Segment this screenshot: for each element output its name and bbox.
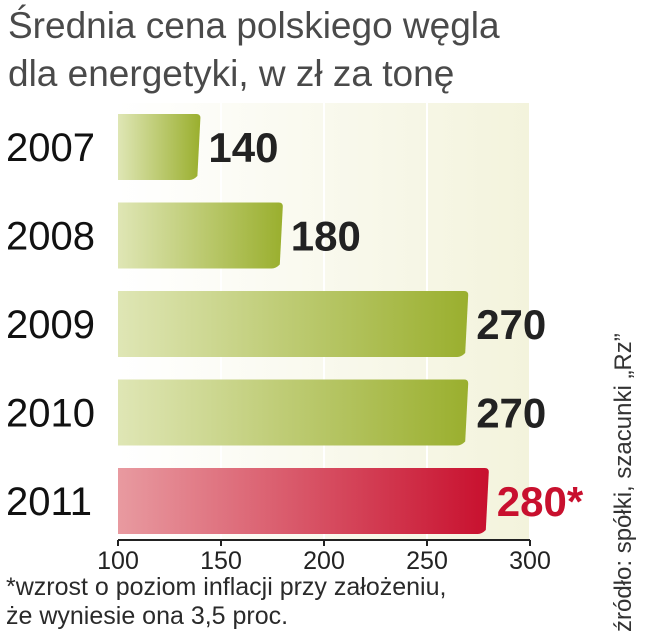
- chart-title-line-2: dla energetyki, w zł za tonę: [8, 53, 455, 94]
- bar-2010: [118, 379, 469, 446]
- x-tick-label: 250: [406, 547, 448, 575]
- value-label: 180: [291, 213, 361, 260]
- x-tick-label: 200: [303, 547, 345, 575]
- category-label: 2009: [6, 303, 95, 347]
- bar-2011: [118, 468, 489, 534]
- category-label: 2010: [6, 392, 95, 436]
- category-label: 2007: [6, 126, 95, 170]
- category-label: 2008: [6, 215, 95, 259]
- footnote-line-1: *wzrost o poziom inflacji przy założeniu…: [6, 573, 447, 601]
- x-tick-label: 300: [509, 547, 551, 575]
- value-label: 270: [476, 301, 546, 348]
- chart-title-line-1: Średnia cena polskiego węgla: [8, 5, 500, 46]
- bar-2008: [118, 202, 283, 269]
- x-tick-label: 150: [200, 547, 242, 575]
- value-label: 280*: [497, 478, 584, 525]
- category-label: 2011: [6, 480, 92, 524]
- bar-2007: [118, 114, 201, 180]
- value-label: 270: [476, 390, 546, 437]
- x-tick-label: 100: [97, 547, 139, 575]
- chart-title: Średnia cena polskiego węgla dla energet…: [8, 2, 568, 98]
- footnote: *wzrost o poziom inflacji przy założeniu…: [6, 573, 566, 631]
- footnote-line-2: że wyniesie ona 3,5 proc.: [6, 602, 289, 630]
- bar-2009: [118, 291, 469, 357]
- value-label: 140: [208, 124, 278, 171]
- source-note: źródło: spółki, szacunki „Rz”: [610, 333, 637, 632]
